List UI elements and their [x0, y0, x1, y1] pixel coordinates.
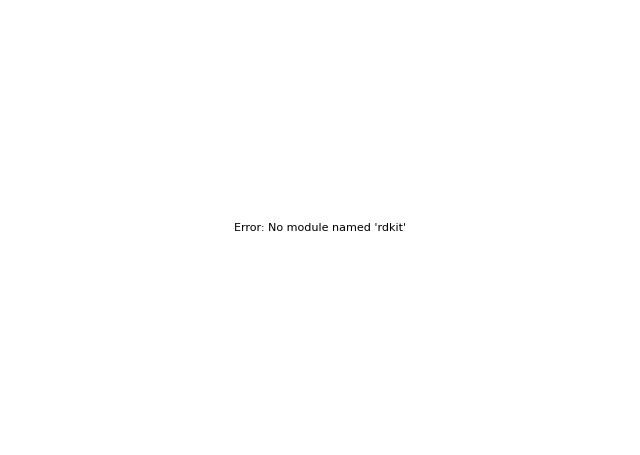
Text: Error: No module named 'rdkit': Error: No module named 'rdkit'	[234, 222, 406, 233]
